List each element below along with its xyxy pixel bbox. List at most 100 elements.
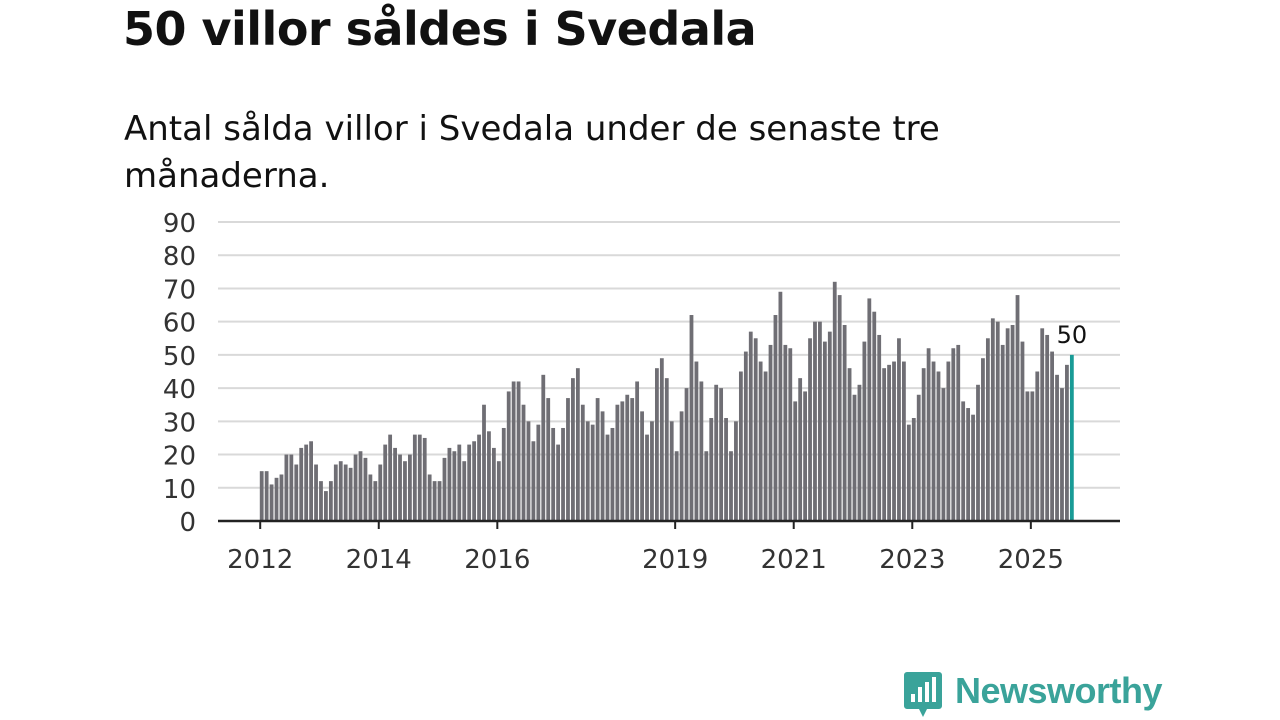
x-tick-label: 2023	[879, 545, 945, 575]
bar	[966, 408, 971, 521]
bar	[862, 341, 867, 521]
bar	[526, 421, 531, 521]
bar	[902, 361, 906, 521]
bar	[892, 361, 896, 521]
bar	[412, 434, 417, 521]
bar	[585, 421, 590, 521]
chart-title: 50 villor såldes i Svedala	[123, 2, 757, 56]
bar	[867, 298, 872, 521]
bar	[546, 398, 551, 521]
bar	[605, 434, 610, 521]
bar	[877, 334, 882, 521]
x-tick-label: 2012	[227, 545, 293, 575]
bar	[496, 461, 501, 521]
bar	[729, 451, 733, 521]
bar	[743, 351, 748, 521]
bar	[961, 401, 966, 521]
y-tick-label: 40	[163, 375, 196, 405]
bar	[1035, 371, 1040, 521]
bar	[551, 427, 556, 521]
bar	[916, 394, 921, 521]
bar	[319, 481, 323, 521]
bar	[640, 411, 644, 521]
bar	[314, 464, 318, 521]
bar	[738, 371, 743, 521]
bar	[664, 378, 669, 521]
bar	[472, 441, 477, 521]
bar	[521, 404, 526, 521]
bar	[620, 401, 625, 521]
x-axis: 2012 2014 2016 2019 2021 2023 2025	[218, 519, 1120, 575]
x-tick-label: 2014	[346, 545, 412, 575]
bar	[650, 421, 654, 521]
bar	[571, 378, 575, 521]
chart-subtitle: Antal sålda villor i Svedala under de se…	[124, 109, 940, 196]
bar	[279, 474, 284, 521]
bar	[1065, 364, 1069, 521]
bar	[590, 424, 595, 521]
bar	[704, 451, 709, 521]
bar	[595, 398, 600, 521]
bar	[911, 418, 916, 521]
bar	[610, 427, 615, 521]
bar	[822, 341, 827, 521]
y-tick-label: 90	[163, 209, 196, 239]
bar	[956, 344, 961, 521]
y-tick-label: 60	[163, 309, 196, 339]
bar	[832, 281, 837, 521]
bar	[768, 344, 773, 521]
bar	[645, 434, 649, 521]
data-labels: 50	[1057, 321, 1088, 349]
bar	[388, 434, 393, 521]
bar	[936, 371, 941, 521]
bar	[674, 451, 679, 521]
newsworthy-logo-icon	[904, 672, 942, 717]
bar	[566, 398, 570, 521]
bar	[847, 368, 852, 521]
bar	[368, 474, 373, 521]
bar	[758, 361, 763, 521]
bar	[536, 424, 541, 521]
y-tick-label: 20	[163, 442, 196, 472]
bar	[985, 338, 990, 521]
bar	[452, 451, 457, 521]
bar	[990, 318, 995, 521]
bar	[343, 464, 348, 521]
bar	[511, 381, 516, 521]
bar	[981, 358, 985, 521]
bar	[818, 321, 822, 521]
bar	[556, 444, 560, 521]
bar	[482, 404, 486, 521]
bar	[531, 441, 536, 521]
bar-highlight	[1069, 354, 1074, 521]
bar	[931, 361, 936, 521]
bar	[659, 358, 664, 521]
bar	[437, 481, 442, 521]
bar	[462, 461, 467, 521]
bar-series	[259, 281, 1074, 521]
bar	[378, 464, 383, 521]
bar	[1015, 295, 1020, 521]
bar	[417, 434, 422, 521]
bar	[427, 474, 432, 521]
bar	[467, 444, 472, 521]
bar	[813, 321, 817, 521]
bar	[679, 411, 684, 521]
bar	[808, 338, 812, 521]
highlight-data-label: 50	[1057, 321, 1088, 349]
bar	[1000, 344, 1005, 521]
bar	[348, 467, 353, 521]
bar	[575, 368, 580, 521]
bar	[432, 481, 437, 521]
bar	[941, 388, 946, 521]
y-tick-label: 0	[179, 508, 196, 538]
bar	[487, 431, 491, 521]
bar	[580, 404, 585, 521]
bar	[684, 388, 689, 521]
bar	[1055, 374, 1059, 521]
bar	[971, 414, 975, 521]
bar	[798, 378, 803, 521]
bar	[333, 464, 338, 521]
bar	[328, 481, 333, 521]
